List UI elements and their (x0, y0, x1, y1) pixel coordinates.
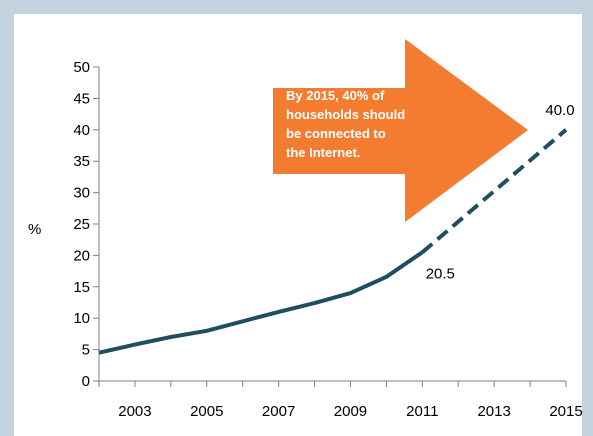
y-tick-label: 25 (73, 216, 90, 233)
y-tick-label: 5 (82, 342, 90, 359)
chart-panel: By 2015, 40% of households should be conne… (14, 14, 582, 436)
y-tick-label: 40 (73, 122, 90, 139)
x-tick-label: 2007 (262, 403, 295, 420)
line-chart: By 2015, 40% of households should be conne… (28, 39, 582, 420)
actual-series-line (98, 250, 424, 355)
axes: 0 5 10 15 20 25 30 35 40 45 50 2003 2005 2007 2009 2011… (28, 59, 582, 420)
annotation-text-group: By 2015, 40% of households should be conne… (286, 88, 405, 160)
data-label: 40.0 (545, 102, 574, 119)
y-tick-label: 35 (73, 153, 90, 170)
y-axis-label: % (28, 221, 41, 238)
y-tick-label: 30 (73, 185, 90, 202)
annotation-text-line: be connected to (286, 126, 386, 141)
y-tick-label: 0 (82, 373, 90, 390)
x-tick-label: 2005 (190, 403, 223, 420)
x-tick-label: 2011 (406, 403, 438, 420)
x-tick-label: 2013 (477, 403, 510, 420)
x-tick-label: 2015 (549, 403, 582, 420)
projected-series-line (421, 128, 568, 254)
y-tick-label: 50 (73, 59, 90, 76)
x-tick-label: 2003 (118, 403, 151, 420)
y-tick-label: 45 (73, 90, 90, 107)
x-tick-label: 2009 (334, 403, 367, 420)
y-tick-label: 20 (73, 247, 90, 264)
data-label: 20.5 (426, 265, 455, 282)
annotation-text-line: By 2015, 40% of (286, 88, 385, 103)
annotation-text-line: the Internet. (286, 145, 360, 160)
y-tick-label: 15 (73, 279, 90, 296)
data-labels: 20.5 40.0 (426, 102, 575, 282)
y-tick-label: 10 (73, 310, 90, 327)
series-group (98, 128, 568, 355)
annotation-arrow (273, 39, 528, 222)
annotation-text-line: households should (286, 107, 405, 122)
